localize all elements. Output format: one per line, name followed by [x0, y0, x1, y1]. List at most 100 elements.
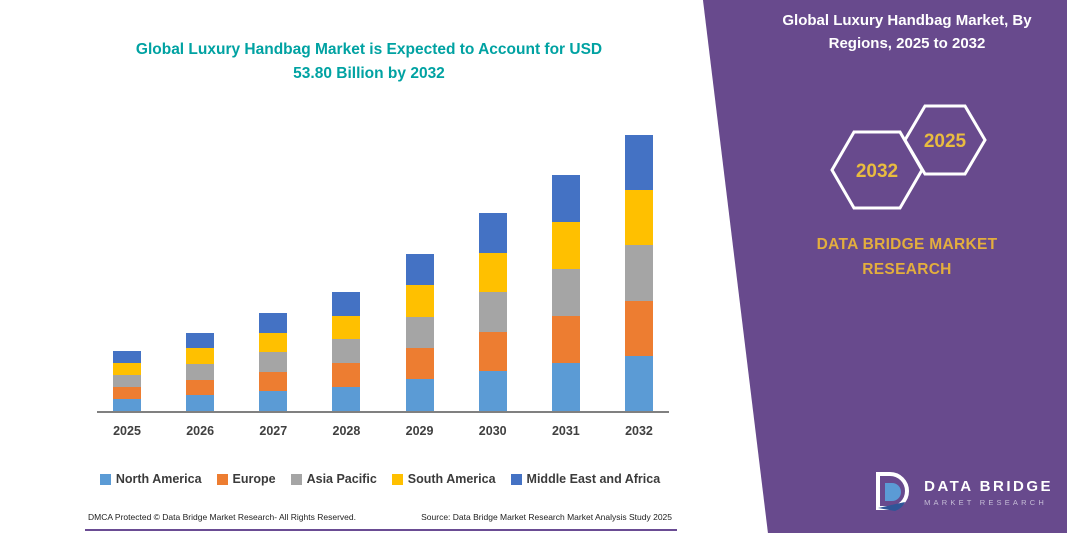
bar-stack-2031 — [551, 175, 580, 411]
x-axis-label-2025: 2025 — [113, 424, 141, 438]
legend-item-south-america: South America — [391, 472, 496, 486]
bar-column-2027 — [253, 313, 293, 411]
logo-subtitle: MARKET RESEARCH — [924, 497, 1047, 507]
legend: North America Europe Asia Pacific South Ame… — [80, 472, 680, 486]
bar-segment-europe-2032 — [624, 300, 653, 356]
bar-segment-north-america-2029 — [405, 379, 434, 411]
bottom-divider — [85, 529, 677, 531]
chart-title-line1: Global Luxury Handbag Market is Expected… — [135, 41, 603, 58]
bar-segment-south-america-2026 — [186, 348, 215, 364]
bar-segment-europe-2029 — [405, 347, 434, 380]
legend-label: Middle East and Africa — [526, 472, 661, 486]
bar-column-2031 — [546, 175, 586, 411]
bar-segment-middle-east-and-africa-2026 — [186, 333, 215, 349]
bar-segment-south-america-2029 — [405, 285, 434, 317]
legend-item-north-america: North America — [99, 472, 202, 486]
dmca-text: DMCA Protected © Data Bridge Market Rese… — [88, 512, 356, 522]
bar-column-2029 — [400, 254, 440, 411]
x-axis-label-2029: 2029 — [405, 424, 434, 438]
bar-segment-europe-2027 — [259, 371, 288, 391]
logo-title: DATA BRIDGE — [924, 477, 1053, 495]
bar-stack-2025 — [113, 351, 141, 411]
bar-segment-asia-pacific-2029 — [405, 316, 434, 348]
bar-stack-2030 — [478, 213, 507, 411]
bar-segment-south-america-2030 — [478, 252, 507, 292]
x-axis-label-2030: 2030 — [478, 424, 507, 438]
legend-item-middle-east-and-africa: Middle East and Africa — [510, 472, 661, 486]
footer: DMCA Protected © Data Bridge Market Rese… — [88, 512, 672, 522]
legend-swatch-icon — [391, 473, 403, 485]
legend-label: Asia Pacific — [306, 472, 377, 486]
bar-segment-north-america-2031 — [551, 363, 580, 411]
bar-segment-south-america-2031 — [551, 221, 580, 269]
bar-segment-asia-pacific-2025 — [113, 374, 141, 387]
x-axis-label-2028: 2028 — [332, 424, 361, 438]
x-axis-label-2031: 2031 — [551, 424, 580, 438]
legend-item-asia-pacific: Asia Pacific — [290, 472, 377, 486]
bar-segment-north-america-2027 — [259, 391, 288, 411]
data-bridge-logo: DATA BRIDGE MARKET RESEARCH — [869, 469, 1053, 515]
bar-segment-north-america-2026 — [186, 395, 215, 411]
badge-2032-label: 2032 — [856, 161, 898, 182]
x-axis-labels: 2025 2026 2027 2028 2029 2030 2031 2032 — [97, 424, 669, 438]
bar-segment-middle-east-and-africa-2028 — [332, 292, 361, 316]
bar-column-2030 — [473, 213, 513, 411]
bar-segment-north-america-2030 — [478, 371, 507, 411]
bar-segment-asia-pacific-2028 — [332, 339, 361, 364]
bar-segment-asia-pacific-2032 — [624, 245, 653, 301]
x-axis-label-2027: 2027 — [259, 424, 288, 438]
x-axis-label-2026: 2026 — [186, 424, 215, 438]
bar-stack-2029 — [405, 254, 434, 411]
bar-segment-south-america-2032 — [624, 190, 653, 246]
bar-column-2026 — [180, 333, 220, 411]
bar-segment-asia-pacific-2026 — [186, 363, 215, 380]
logo-text: DATA BRIDGE MARKET RESEARCH — [924, 478, 1053, 507]
legend-label: North America — [115, 472, 202, 486]
badge-2025-label: 2025 — [924, 131, 967, 152]
bar-segment-south-america-2025 — [113, 362, 141, 375]
bar-segment-middle-east-and-africa-2032 — [624, 135, 653, 191]
legend-label: Europe — [232, 472, 276, 486]
bar-stack-2027 — [259, 313, 288, 411]
hexagon-2025-icon — [903, 104, 987, 176]
chart-title-line2: 53.80 Billion by 2032 — [293, 65, 445, 83]
legend-swatch-icon — [99, 473, 111, 485]
bar-column-2032 — [619, 135, 659, 411]
brand-text: DATA BRIDGE MARKET RESEARCH — [816, 236, 998, 278]
panel-title: Global Luxury Handbag Market, By Regions… — [782, 12, 1032, 52]
bar-stack-2032 — [624, 135, 653, 411]
bar-segment-south-america-2028 — [332, 315, 361, 340]
bar-segment-middle-east-and-africa-2030 — [478, 213, 507, 253]
bar-segment-north-america-2025 — [113, 398, 141, 411]
bar-segment-europe-2025 — [113, 386, 141, 399]
bar-segment-asia-pacific-2030 — [478, 292, 507, 332]
bar-segment-middle-east-and-africa-2027 — [259, 313, 288, 333]
data-bridge-logo-icon — [876, 472, 910, 511]
bar-column-2028 — [326, 292, 366, 411]
bar-segment-europe-2031 — [551, 316, 580, 364]
legend-swatch-icon — [510, 473, 522, 485]
right-panel: Global Luxury Handbag Market, By Regions… — [702, 0, 1067, 533]
bar-segment-europe-2026 — [186, 379, 215, 396]
bar-segment-middle-east-and-africa-2031 — [551, 175, 580, 222]
bar-segment-asia-pacific-2031 — [551, 268, 580, 317]
bar-segment-south-america-2027 — [259, 332, 288, 352]
bar-column-2025 — [107, 351, 147, 411]
bar-segment-asia-pacific-2027 — [259, 352, 288, 372]
source-text: Source: Data Bridge Market Research Mark… — [421, 512, 672, 522]
bar-segment-north-america-2028 — [332, 386, 361, 411]
bar-segment-europe-2028 — [332, 363, 361, 387]
legend-swatch-icon — [216, 473, 228, 485]
bar-stack-2028 — [332, 292, 361, 411]
chart-title: Global Luxury Handbag Market is Expected… — [95, 38, 643, 86]
legend-item-europe: Europe — [216, 472, 276, 486]
year-badges: 2032 2025 — [830, 104, 987, 210]
bar-segment-middle-east-and-africa-2025 — [113, 351, 141, 363]
bar-stack-2026 — [186, 333, 215, 411]
legend-swatch-icon — [290, 473, 302, 485]
x-axis-label-2032: 2032 — [625, 424, 653, 438]
bar-segment-europe-2030 — [478, 331, 507, 371]
plot-area — [97, 118, 669, 413]
bar-segment-middle-east-and-africa-2029 — [405, 254, 434, 286]
